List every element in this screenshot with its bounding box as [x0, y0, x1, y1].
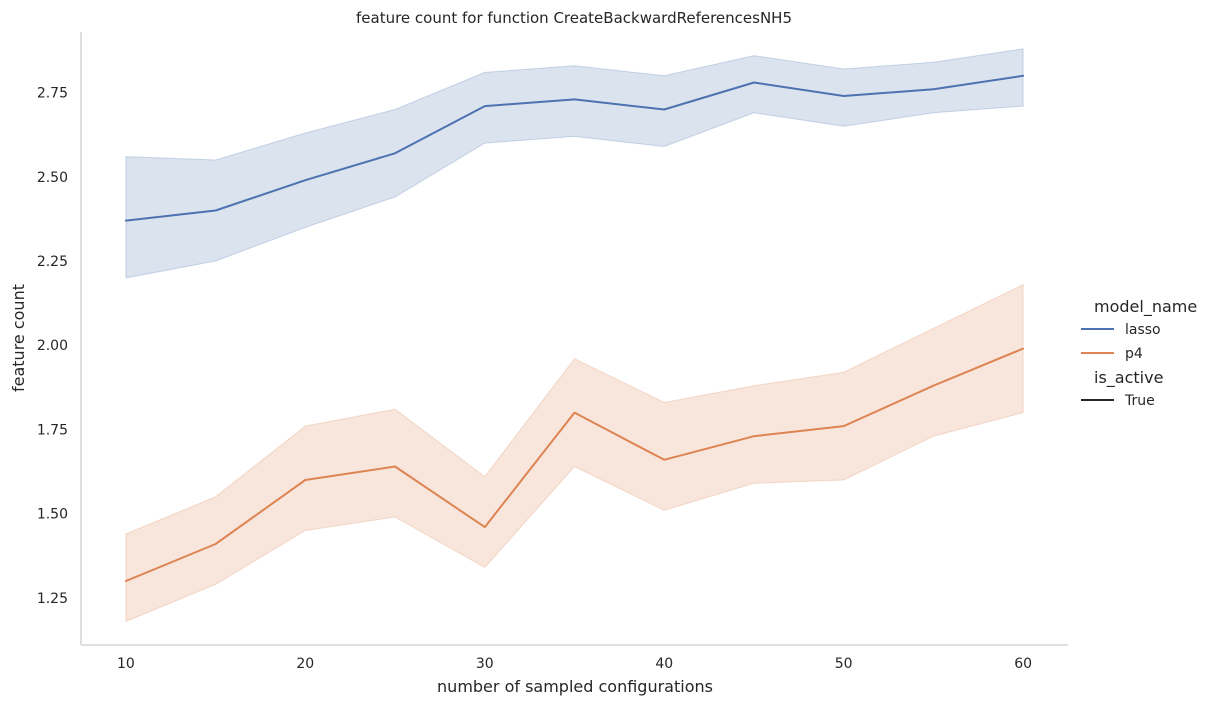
x-ticks: 10 20 30 40 50 60 [117, 656, 1032, 672]
y-axis-label: feature count [9, 284, 28, 392]
y-ticks: 1.25 1.50 1.75 2.00 2.25 2.50 2.75 [37, 86, 68, 607]
legend: model_name lasso p4 is_active True [1081, 297, 1197, 409]
y-tick-label: 1.50 [37, 507, 68, 523]
ci-band-lasso [125, 48, 1024, 279]
legend-label-lasso: lasso [1125, 322, 1161, 338]
legend-label-p4: p4 [1125, 346, 1143, 362]
y-tick-label: 1.75 [37, 422, 68, 438]
x-tick-label: 30 [476, 656, 494, 672]
y-tick-label: 2.75 [37, 86, 68, 102]
x-tick-label: 20 [296, 656, 314, 672]
x-tick-label: 50 [835, 656, 853, 672]
y-tick-label: 2.50 [37, 170, 68, 186]
y-tick-label: 2.00 [37, 338, 68, 354]
series-line-p4 [124, 347, 1025, 582]
series-line-lasso [124, 74, 1025, 222]
y-tick-label: 1.25 [37, 591, 68, 607]
x-axis-label: number of sampled configurations [437, 677, 713, 696]
chart-title: feature count for function CreateBackwar… [356, 9, 792, 27]
series-lines [124, 74, 1025, 582]
legend-label-true: True [1124, 393, 1155, 409]
legend-title-is-active: is_active [1094, 368, 1163, 388]
confidence-bands [125, 48, 1024, 623]
x-tick-label: 40 [655, 656, 673, 672]
y-tick-label: 2.25 [37, 254, 68, 270]
x-tick-label: 10 [117, 656, 135, 672]
legend-title-model-name: model_name [1094, 297, 1197, 317]
x-tick-label: 60 [1014, 656, 1032, 672]
ci-band-p4 [125, 283, 1024, 623]
